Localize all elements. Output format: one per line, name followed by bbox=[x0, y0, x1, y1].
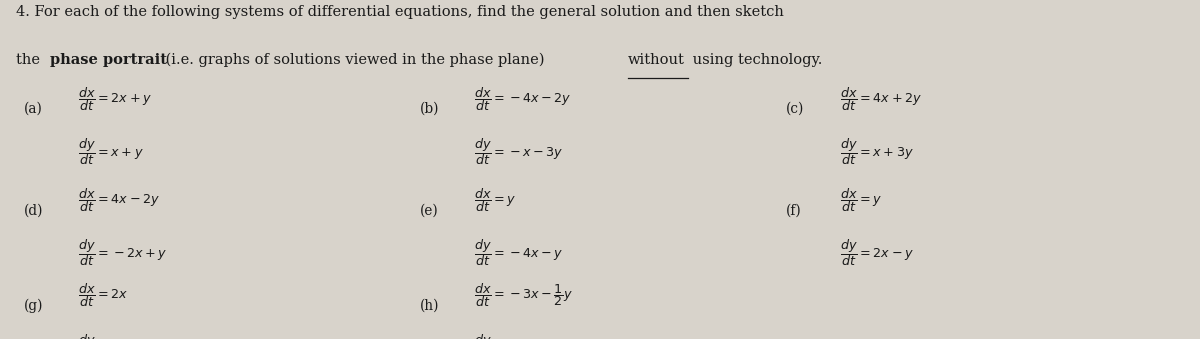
Text: $\dfrac{dx}{dt} = 4x - 2y$: $\dfrac{dx}{dt} = 4x - 2y$ bbox=[78, 186, 160, 215]
Text: $\dfrac{dy}{dt} = 2x - y$: $\dfrac{dy}{dt} = 2x - y$ bbox=[840, 237, 914, 268]
Text: $\dfrac{dy}{dt} = x + y$: $\dfrac{dy}{dt} = x + y$ bbox=[78, 136, 144, 166]
Text: (i.e. graphs of solutions viewed in the phase plane): (i.e. graphs of solutions viewed in the … bbox=[162, 53, 550, 67]
Text: $\dfrac{dy}{dt} = -x - 3y$: $\dfrac{dy}{dt} = -x - 3y$ bbox=[474, 136, 564, 166]
Text: $\dfrac{dx}{dt} = y$: $\dfrac{dx}{dt} = y$ bbox=[840, 186, 882, 215]
Text: (d): (d) bbox=[24, 203, 43, 217]
Text: $\dfrac{dx}{dt} = 2x$: $\dfrac{dx}{dt} = 2x$ bbox=[78, 281, 128, 310]
Text: $\dfrac{dx}{dt} = -4x - 2y$: $\dfrac{dx}{dt} = -4x - 2y$ bbox=[474, 85, 571, 113]
Text: the: the bbox=[16, 53, 44, 66]
Text: $\dfrac{dy}{dt} = -2x + y$: $\dfrac{dy}{dt} = -2x + y$ bbox=[78, 237, 168, 268]
Text: phase portrait: phase portrait bbox=[50, 53, 167, 66]
Text: without: without bbox=[628, 53, 685, 66]
Text: $\dfrac{dy}{dt} = 6x + y$: $\dfrac{dy}{dt} = 6x + y$ bbox=[474, 332, 548, 339]
Text: (c): (c) bbox=[786, 102, 804, 116]
Text: (a): (a) bbox=[24, 102, 43, 116]
Text: (b): (b) bbox=[420, 102, 439, 116]
Text: $\dfrac{dx}{dt} = 4x + 2y$: $\dfrac{dx}{dt} = 4x + 2y$ bbox=[840, 85, 922, 113]
Text: (e): (e) bbox=[420, 203, 439, 217]
Text: $\dfrac{dy}{dt} = 2y$: $\dfrac{dy}{dt} = 2y$ bbox=[78, 332, 128, 339]
Text: (f): (f) bbox=[786, 203, 802, 217]
Text: $\dfrac{dx}{dt} = -3x - \dfrac{1}{2}y$: $\dfrac{dx}{dt} = -3x - \dfrac{1}{2}y$ bbox=[474, 281, 574, 310]
Text: using technology.: using technology. bbox=[689, 53, 823, 66]
Text: $\dfrac{dy}{dt} = x + 3y$: $\dfrac{dy}{dt} = x + 3y$ bbox=[840, 136, 914, 166]
Text: $\dfrac{dy}{dt} = -4x - y$: $\dfrac{dy}{dt} = -4x - y$ bbox=[474, 237, 564, 268]
Text: $\dfrac{dx}{dt} = 2x + y$: $\dfrac{dx}{dt} = 2x + y$ bbox=[78, 85, 152, 113]
Text: $\dfrac{dx}{dt} = y$: $\dfrac{dx}{dt} = y$ bbox=[474, 186, 516, 215]
Text: (g): (g) bbox=[24, 298, 43, 313]
Text: (h): (h) bbox=[420, 298, 439, 312]
Text: 4. For each of the following systems of differential equations, find the general: 4. For each of the following systems of … bbox=[16, 5, 784, 19]
